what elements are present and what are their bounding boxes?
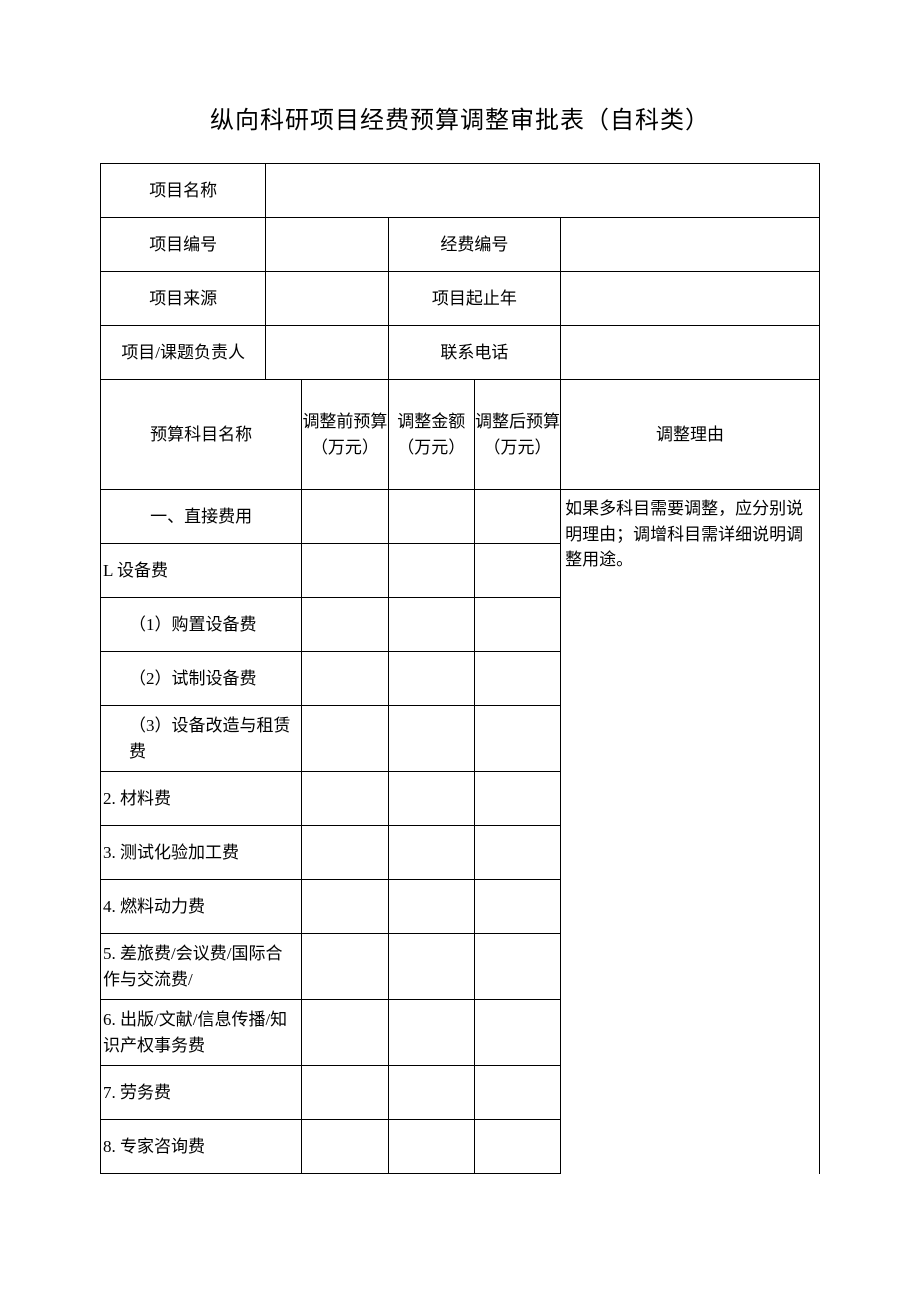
cell-amount[interactable] bbox=[388, 826, 474, 880]
cell-after[interactable] bbox=[474, 598, 560, 652]
label-leader: 项目/课题负责人 bbox=[101, 326, 266, 380]
page-title: 纵向科研项目经费预算调整审批表（自科类） bbox=[100, 100, 820, 135]
cell-before[interactable] bbox=[302, 1120, 388, 1174]
value-phone[interactable] bbox=[561, 326, 820, 380]
value-fund-no[interactable] bbox=[561, 218, 820, 272]
value-period[interactable] bbox=[561, 272, 820, 326]
cell-before[interactable] bbox=[302, 1000, 388, 1066]
cell-amount[interactable] bbox=[388, 772, 474, 826]
row-testing: 3. 测试化验加工费 bbox=[101, 826, 302, 880]
col-after: 调整后预算（万元） bbox=[474, 380, 560, 490]
label-project-name: 项目名称 bbox=[101, 164, 266, 218]
col-item: 预算科目名称 bbox=[101, 380, 302, 490]
cell-before[interactable] bbox=[302, 544, 388, 598]
cell-after[interactable] bbox=[474, 880, 560, 934]
cell-after[interactable] bbox=[474, 544, 560, 598]
value-project-name[interactable] bbox=[266, 164, 820, 218]
value-leader[interactable] bbox=[266, 326, 388, 380]
cell-after[interactable] bbox=[474, 490, 560, 544]
row-eq-trial: （2）试制设备费 bbox=[101, 652, 302, 706]
label-project-no: 项目编号 bbox=[101, 218, 266, 272]
cell-before[interactable] bbox=[302, 652, 388, 706]
label-fund-no: 经费编号 bbox=[388, 218, 561, 272]
approval-table: 项目名称 项目编号 经费编号 项目来源 项目起止年 项目/课题负责人 联系电话 … bbox=[100, 163, 820, 1174]
cell-before[interactable] bbox=[302, 1066, 388, 1120]
cell-after[interactable] bbox=[474, 826, 560, 880]
cell-amount[interactable] bbox=[388, 880, 474, 934]
cell-before[interactable] bbox=[302, 934, 388, 1000]
row-publication: 6. 出版/文献/信息传播/知识产权事务费 bbox=[101, 1000, 302, 1066]
col-amount: 调整金额（万元） bbox=[388, 380, 474, 490]
cell-before[interactable] bbox=[302, 772, 388, 826]
reason-note[interactable]: 如果多科目需要调整，应分别说明理由；调增科目需详细说明调整用途。 bbox=[561, 490, 820, 1174]
row-material: 2. 材料费 bbox=[101, 772, 302, 826]
row-direct-cost: 一、直接费用 bbox=[101, 490, 302, 544]
row-travel: 5. 差旅费/会议费/国际合作与交流费/ bbox=[101, 934, 302, 1000]
cell-after[interactable] bbox=[474, 1000, 560, 1066]
cell-amount[interactable] bbox=[388, 490, 474, 544]
cell-amount[interactable] bbox=[388, 544, 474, 598]
value-source[interactable] bbox=[266, 272, 388, 326]
cell-after[interactable] bbox=[474, 1066, 560, 1120]
col-reason: 调整理由 bbox=[561, 380, 820, 490]
cell-after[interactable] bbox=[474, 772, 560, 826]
cell-after[interactable] bbox=[474, 706, 560, 772]
cell-amount[interactable] bbox=[388, 652, 474, 706]
cell-before[interactable] bbox=[302, 880, 388, 934]
cell-before[interactable] bbox=[302, 598, 388, 652]
row-eq-purchase: （1）购置设备费 bbox=[101, 598, 302, 652]
cell-before[interactable] bbox=[302, 706, 388, 772]
cell-amount[interactable] bbox=[388, 934, 474, 1000]
row-fuel: 4. 燃料动力费 bbox=[101, 880, 302, 934]
label-phone: 联系电话 bbox=[388, 326, 561, 380]
cell-after[interactable] bbox=[474, 934, 560, 1000]
cell-amount[interactable] bbox=[388, 1066, 474, 1120]
row-labor: 7. 劳务费 bbox=[101, 1066, 302, 1120]
value-project-no[interactable] bbox=[266, 218, 388, 272]
label-source: 项目来源 bbox=[101, 272, 266, 326]
cell-before[interactable] bbox=[302, 826, 388, 880]
cell-before[interactable] bbox=[302, 490, 388, 544]
col-before: 调整前预算（万元） bbox=[302, 380, 388, 490]
cell-amount[interactable] bbox=[388, 598, 474, 652]
cell-after[interactable] bbox=[474, 652, 560, 706]
row-equipment: L 设备费 bbox=[101, 544, 302, 598]
cell-amount[interactable] bbox=[388, 1120, 474, 1174]
cell-amount[interactable] bbox=[388, 706, 474, 772]
label-period: 项目起止年 bbox=[388, 272, 561, 326]
row-eq-modify: （3）设备改造与租赁费 bbox=[101, 706, 302, 772]
cell-amount[interactable] bbox=[388, 1000, 474, 1066]
row-expert: 8. 专家咨询费 bbox=[101, 1120, 302, 1174]
cell-after[interactable] bbox=[474, 1120, 560, 1174]
